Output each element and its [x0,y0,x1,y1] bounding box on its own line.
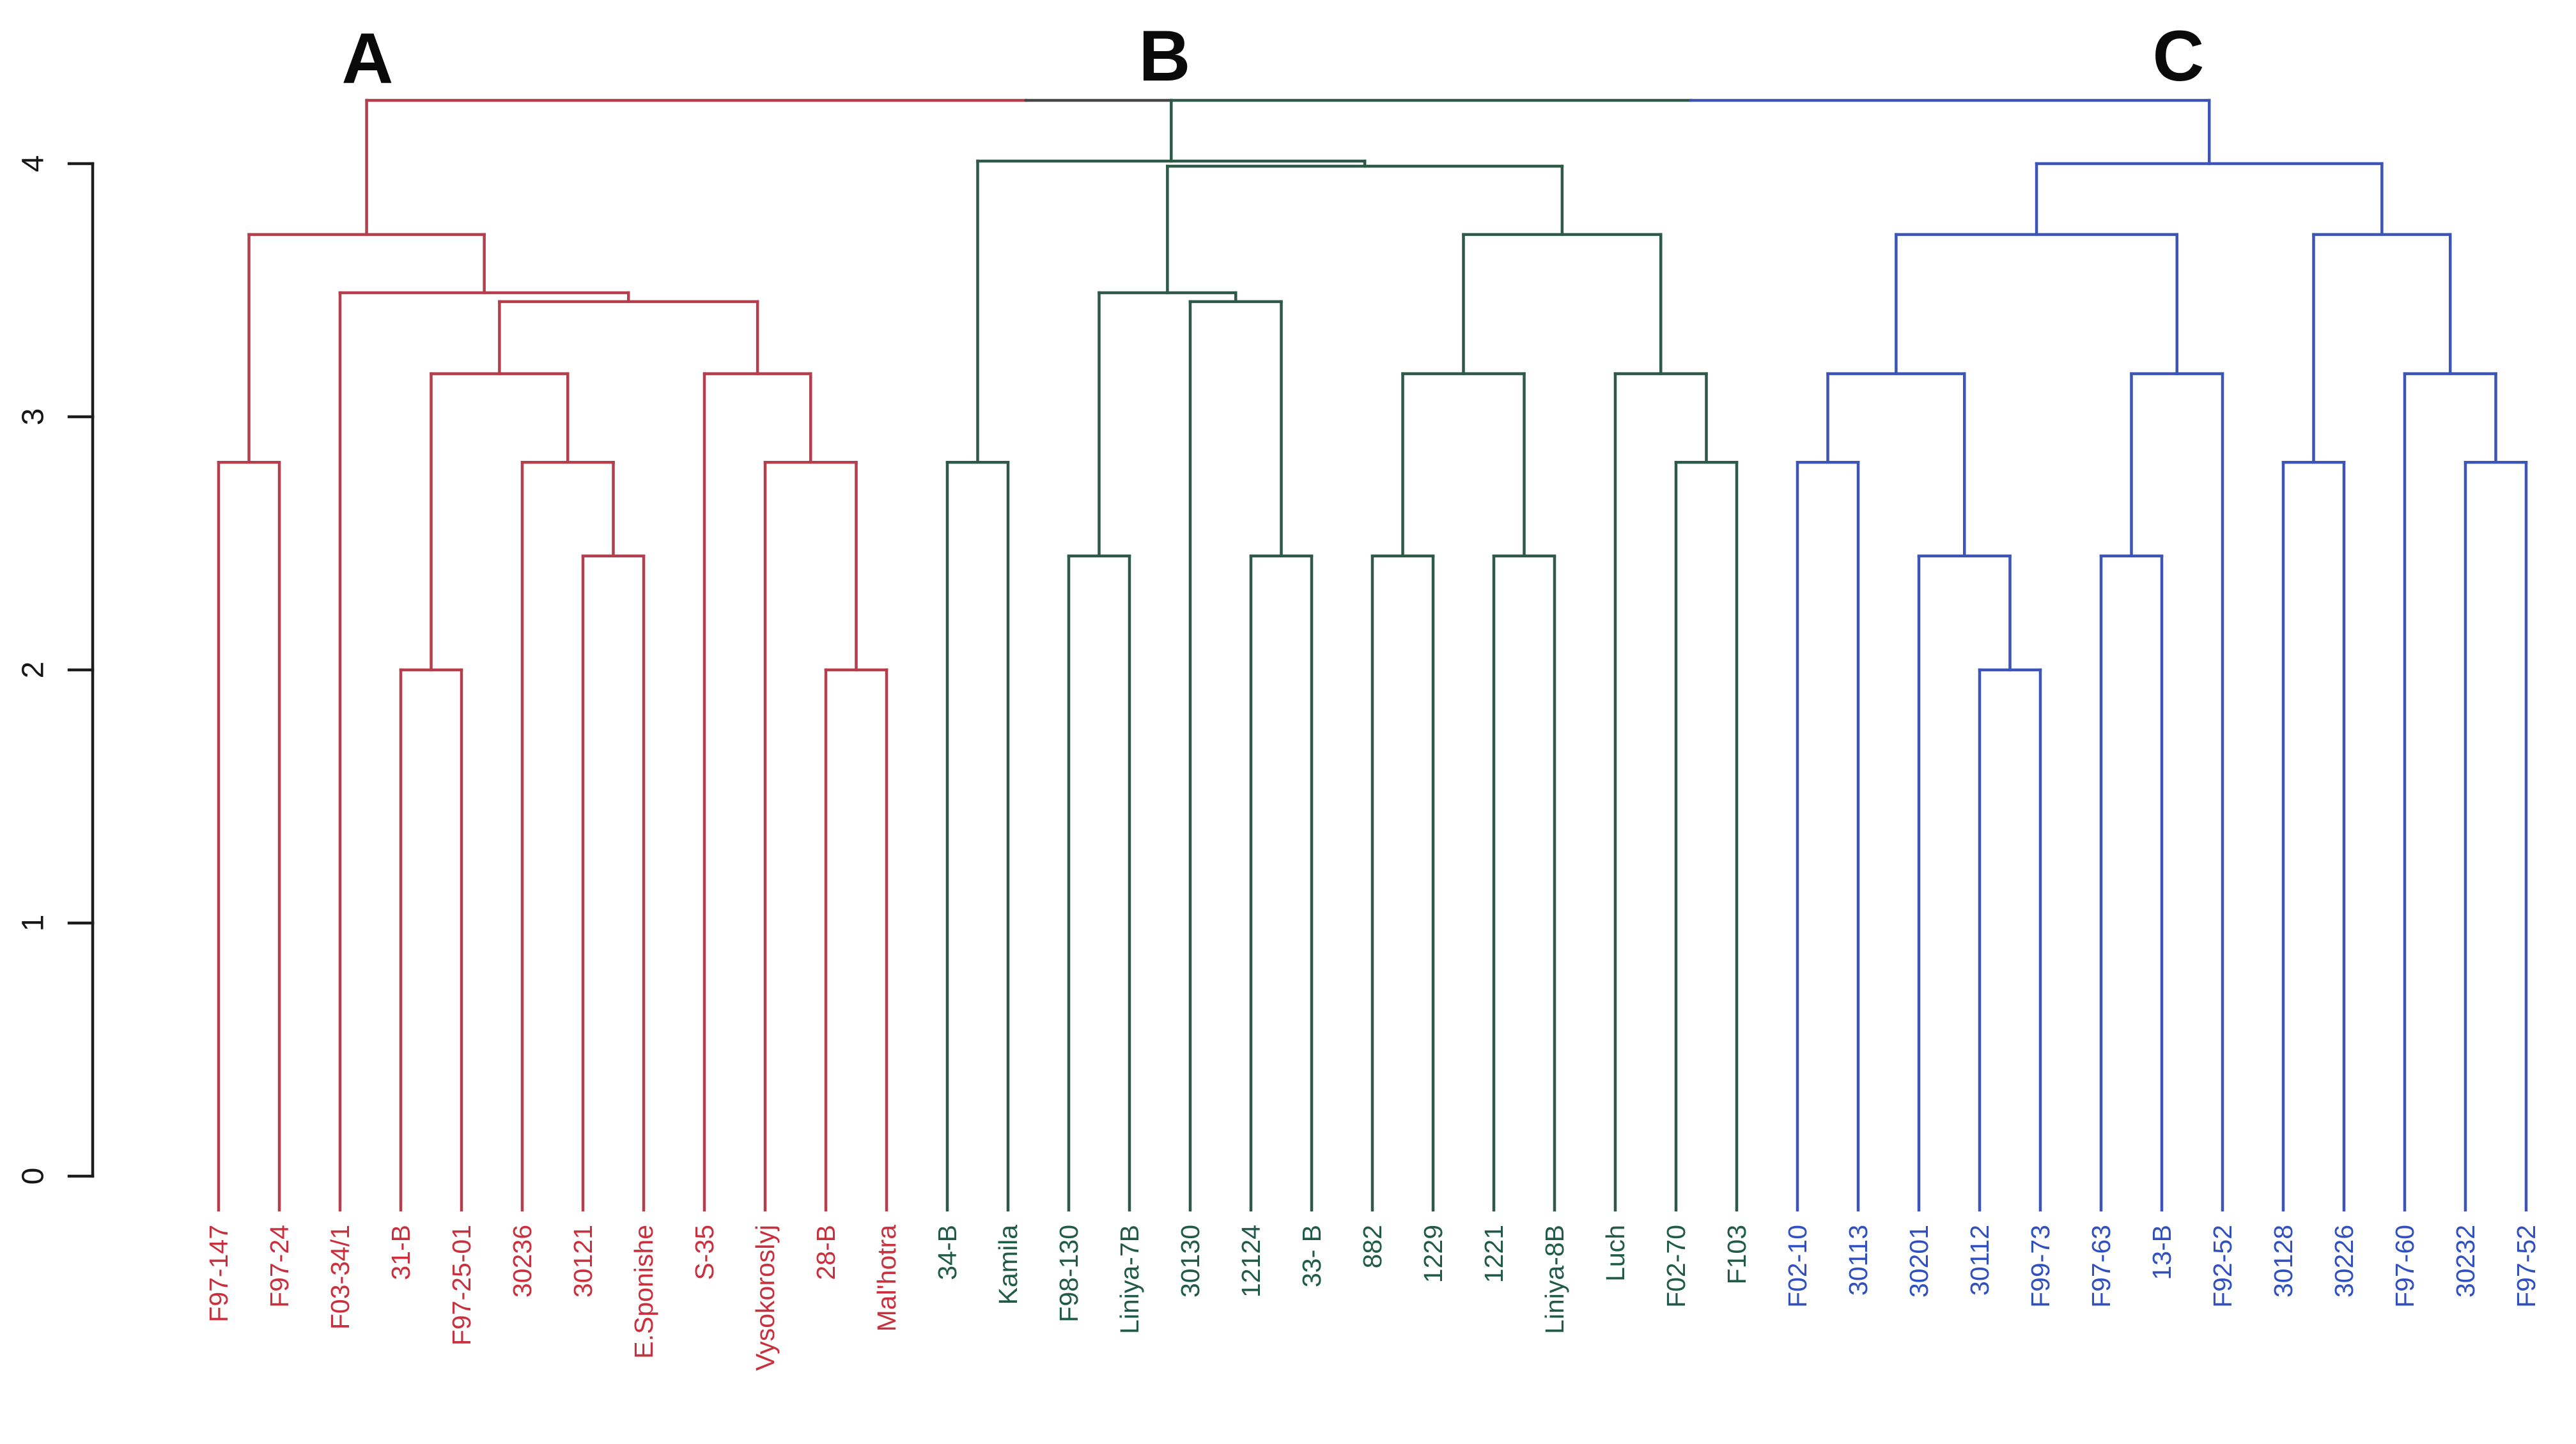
leaf-label: Vysokoroslyj [750,1225,780,1371]
y-axis-tick-label: 3 [17,408,50,426]
leaf-label: 30226 [2329,1225,2359,1298]
leaf-label: 13-B [2147,1225,2176,1280]
leaf-label: F03-34/1 [325,1225,355,1330]
leaf-label: 30236 [508,1225,537,1298]
leaf-label: F97-60 [2390,1225,2419,1308]
cluster-B-branches [945,98,1739,1212]
cluster-letter-A: A [342,19,394,98]
cluster-B-leaf-labels: 34-B Kamila F98-130 Liniya-7B 30130 12124 33- … [933,1225,1751,1334]
leaf-label: Kamila [993,1225,1023,1305]
leaf-label: 28-B [811,1225,841,1280]
leaf-label: F02-70 [1661,1225,1691,1308]
leaf-label: Luch [1601,1225,1630,1282]
y-axis-tick-label: 4 [17,155,50,173]
leaf-label: F97-147 [204,1225,233,1323]
leaf-label: 30232 [2451,1225,2480,1298]
leaf-label: 1221 [1479,1225,1509,1283]
y-axis-tick-label: 2 [17,662,50,679]
cluster-letter-C: C [2153,16,2205,96]
cluster-letter-B: B [1139,16,1191,96]
cluster-A-leaf-labels: F97-147 F97-24 F03-34/1 31-B F97-25-01 30236 3… [204,1225,901,1371]
y-axis-tick-label: 0 [17,1168,50,1185]
leaf-label: 34-B [933,1225,962,1280]
leaf-label: 30113 [1843,1225,1873,1296]
leaf-label: 1229 [1418,1225,1448,1283]
leaf-label: F97-25-01 [447,1225,476,1346]
leaf-label: F97-52 [2511,1225,2541,1308]
leaf-label: F99-73 [2026,1225,2055,1308]
leaf-label: F103 [1722,1225,1751,1284]
leaf-label: 30201 [1904,1225,1934,1298]
leaf-label: F98-130 [1054,1225,1083,1323]
leaf-label: 12124 [1236,1225,1266,1298]
leaf-label: 882 [1358,1225,1387,1268]
leaf-label: F97-24 [265,1225,294,1308]
cluster-A-branches [217,98,888,1212]
y-axis: 0 1 2 3 4 [17,155,95,1185]
leaf-label: 30128 [2269,1225,2298,1298]
leaf-label: 30112 [1965,1225,1994,1296]
cluster-C-leaf-labels: F02-10 30113 30201 30112 F99-73 F97-63 13-B F92… [1783,1225,2541,1308]
leaf-label: 30130 [1175,1225,1205,1298]
leaf-label: 31-B [386,1225,415,1280]
y-axis-tick-label: 1 [17,915,50,932]
leaf-label: F97-63 [2086,1225,2116,1308]
leaf-label: S-35 [690,1225,719,1280]
leaf-label: Liniya-8B [1540,1225,1569,1334]
leaf-label: Mal'hotra [872,1225,901,1332]
leaf-label: 33- B [1297,1225,1326,1287]
leaf-label: E.Sponishe [629,1225,658,1359]
leaf-label: F02-10 [1783,1225,1812,1308]
leaf-label: F92-52 [2208,1225,2237,1308]
leaf-label: 30121 [568,1225,598,1298]
leaf-label: Liniya-7B [1115,1225,1144,1334]
cluster-C-branches [1796,98,2528,1212]
